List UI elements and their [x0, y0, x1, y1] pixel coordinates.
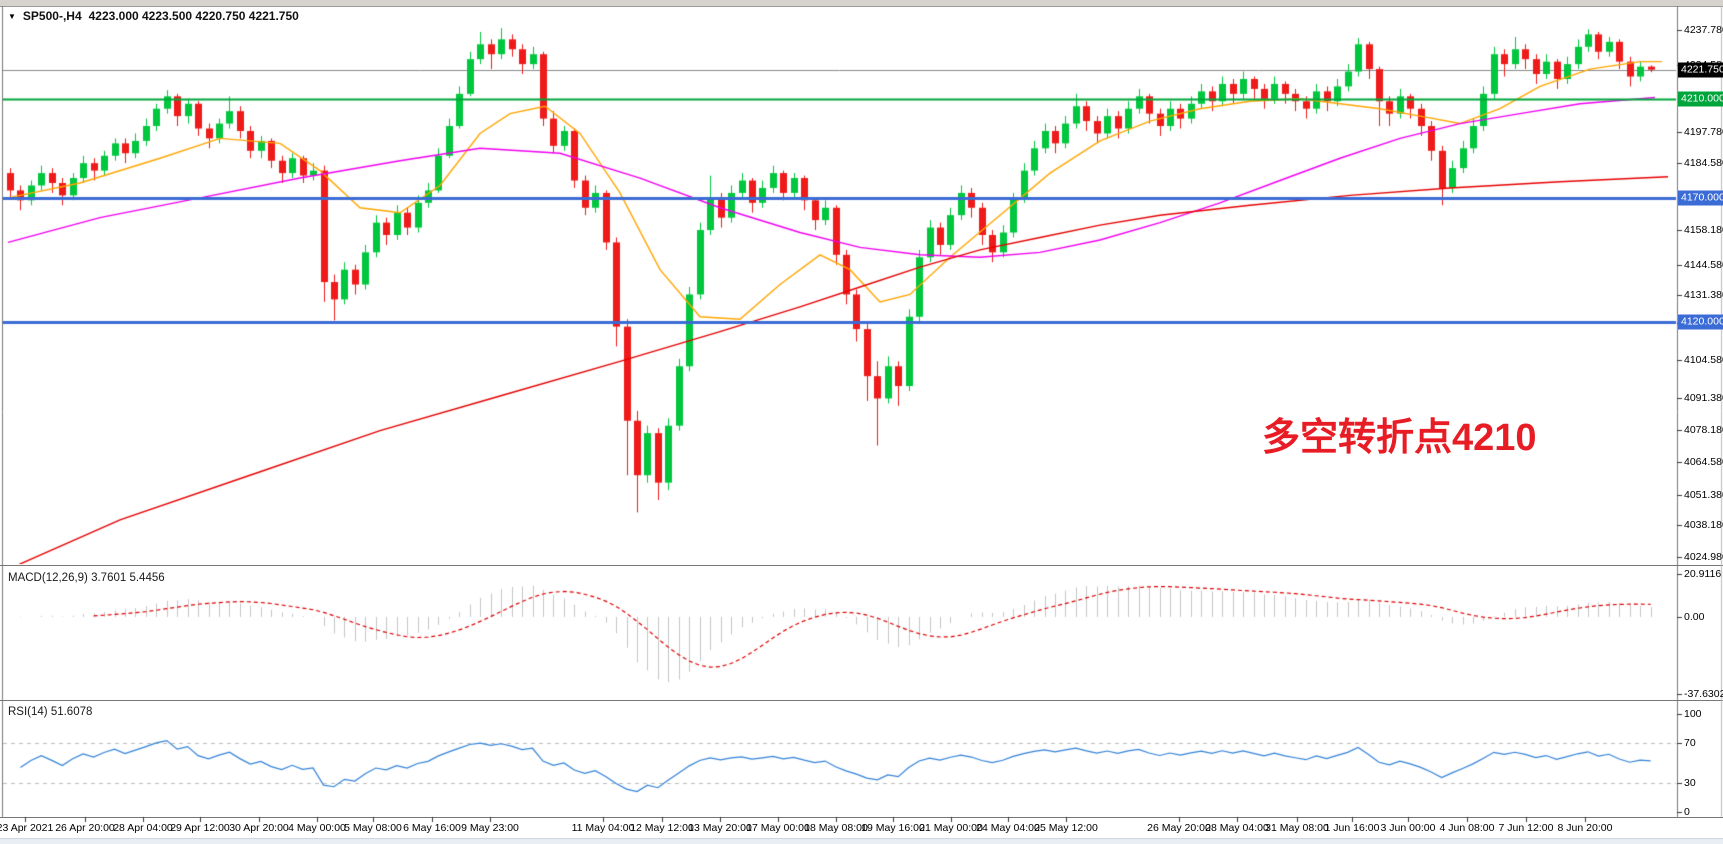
symbol-dropdown-arrow[interactable]: ▼ [8, 11, 16, 21]
time-tick-label: 25 May 12:00 [1034, 822, 1098, 834]
time-tick-label: 26 Apr 20:00 [55, 822, 115, 834]
price-badge: 4120.000 [1678, 314, 1723, 330]
time-tick-label: 30 Apr 20:00 [229, 822, 289, 834]
macd-label: MACD(12,26,9) 3.7601 5.4456 [8, 572, 165, 584]
ohlc-values: 4223.000 4223.500 4220.750 4221.750 [88, 9, 299, 23]
rsi-tick-label: 70 [1684, 737, 1696, 749]
time-tick-label: 24 May 04:00 [976, 822, 1040, 834]
rsi-tick-label: 100 [1684, 708, 1702, 720]
time-tick-label: 31 May 08:00 [1265, 822, 1329, 834]
time-tick-label: 5 May 08:00 [344, 822, 402, 834]
price-badge: 4210.000 [1678, 91, 1723, 107]
time-tick-label: 29 Apr 12:00 [170, 822, 230, 834]
price-tick-label: 4091.380 [1684, 392, 1723, 404]
chart-header: ▼ SP500-,H4 4223.000 4223.500 4220.750 4… [8, 9, 299, 23]
price-tick-label: 4038.180 [1684, 519, 1723, 531]
price-tick-label: 4024.980 [1684, 551, 1723, 563]
price-badge: 4221.750 [1678, 62, 1723, 78]
price-tick-label: 4184.580 [1684, 157, 1723, 169]
price-badge: 4170.000 [1678, 190, 1723, 206]
time-tick-label: 11 May 04:00 [571, 822, 635, 834]
time-tick-label: 6 May 16:00 [403, 822, 461, 834]
price-tick-label: 4197.780 [1684, 126, 1723, 138]
time-tick-label: 28 Apr 04:00 [113, 822, 173, 834]
time-tick-label: 28 May 04:00 [1205, 822, 1269, 834]
time-tick-label: 13 May 20:00 [688, 822, 752, 834]
price-tick-label: 4237.780 [1684, 24, 1723, 36]
macd-tick-label: 20.9116 [1684, 568, 1722, 580]
time-tick-label: 23 Apr 2021 [0, 822, 54, 834]
time-tick-label: 8 Jun 20:00 [1557, 822, 1613, 834]
time-tick-label: 7 Jun 12:00 [1498, 822, 1554, 834]
time-tick-label: 1 Jun 16:00 [1324, 822, 1380, 834]
price-tick-label: 4158.180 [1684, 224, 1723, 236]
rsi-label: RSI(14) 51.6078 [8, 706, 93, 718]
time-tick-label: 17 May 00:00 [746, 822, 810, 834]
time-tick-label: 19 May 16:00 [861, 822, 925, 834]
macd-tick-label: 0.00 [1684, 611, 1705, 623]
symbol-label: SP500-,H4 [22, 9, 82, 23]
time-tick-label: 3 Jun 00:00 [1380, 822, 1436, 834]
time-tick-label: 12 May 12:00 [630, 822, 694, 834]
price-tick-label: 4051.380 [1684, 489, 1723, 501]
rsi-tick-label: 0 [1684, 806, 1690, 818]
macd-tick-label: -37.6302 [1684, 688, 1723, 700]
price-tick-label: 4064.580 [1684, 456, 1723, 468]
rsi-tick-label: 30 [1684, 777, 1696, 789]
time-tick-label: 26 May 20:00 [1147, 822, 1211, 834]
time-tick-label: 21 May 00:00 [919, 822, 983, 834]
price-tick-label: 4104.580 [1684, 354, 1723, 366]
price-tick-label: 4144.580 [1684, 259, 1723, 271]
time-tick-label: 4 Jun 08:00 [1439, 822, 1495, 834]
time-tick-label: 9 May 23:00 [461, 822, 519, 834]
time-tick-label: 18 May 08:00 [804, 822, 868, 834]
annotation-text: 多空转折点4210 [1262, 417, 1537, 459]
price-tick-label: 4131.380 [1684, 289, 1723, 301]
price-tick-label: 4078.180 [1684, 424, 1723, 436]
time-tick-label: 4 May 00:00 [288, 822, 346, 834]
